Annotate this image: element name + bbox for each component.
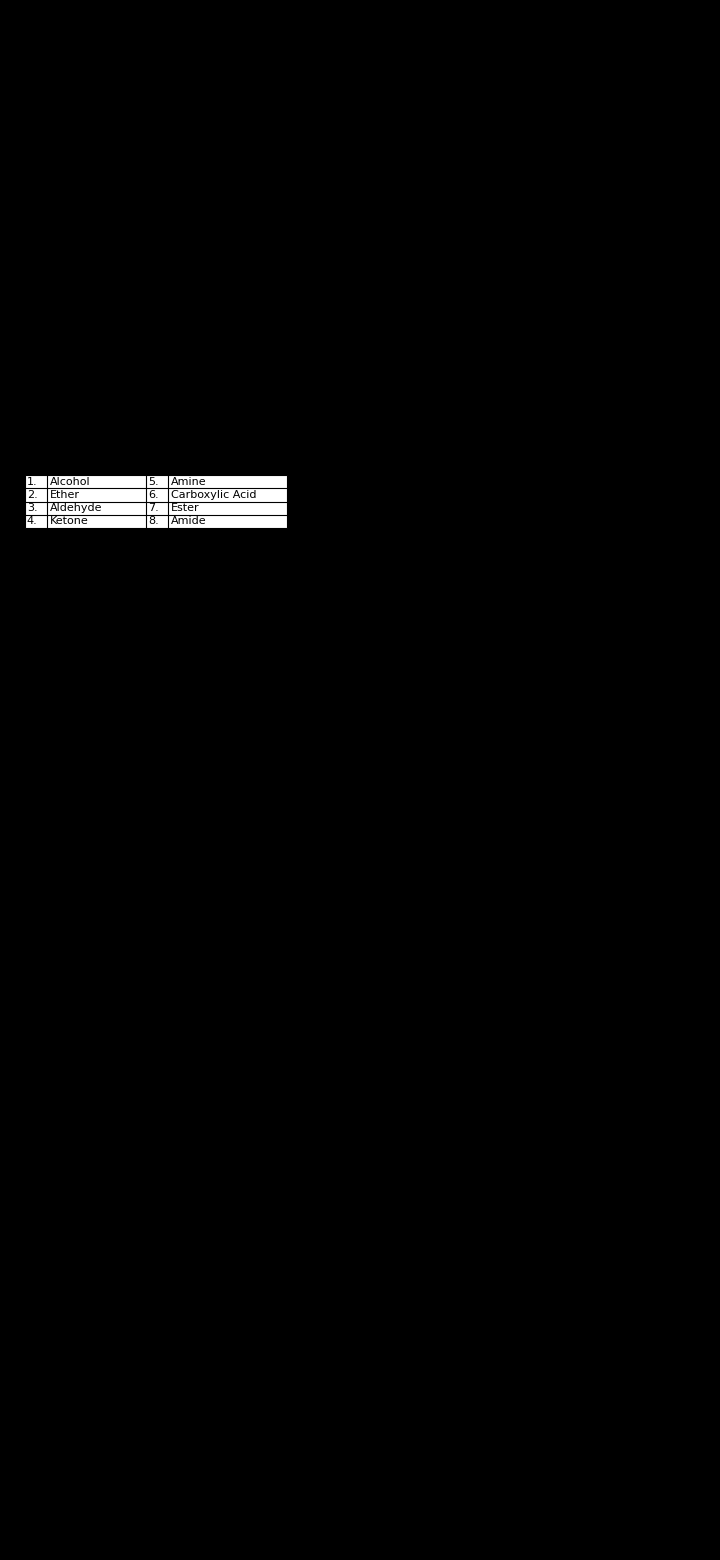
Text: Ether: Ether [50, 490, 80, 499]
Text: H: H [87, 610, 96, 624]
Text: Functional Group #: Functional Group # [541, 802, 642, 813]
Text: 10: 10 [16, 958, 30, 967]
Text: CH₃: CH₃ [158, 1039, 179, 1048]
Text: CH₃: CH₃ [387, 605, 408, 615]
Text: Functional Group #: Functional Group # [78, 802, 179, 813]
Text: R: R [557, 877, 567, 891]
Text: 3.: 3. [27, 504, 37, 513]
Text: 6: 6 [479, 675, 486, 685]
Text: H₃C: H₃C [93, 736, 114, 747]
Text: NH₂: NH₂ [619, 891, 643, 903]
Text: O—CH₃: O—CH₃ [616, 994, 657, 1005]
Text: H: H [620, 746, 629, 757]
Text: Functional Group #: Functional Group # [541, 661, 642, 671]
Text: Aldehyde: Aldehyde [50, 504, 102, 513]
Text: OH: OH [145, 853, 162, 864]
Text: Ketone: Ketone [50, 516, 89, 526]
Text: OH: OH [132, 719, 149, 729]
Text: O: O [77, 566, 87, 579]
Text: H₃C: H₃C [562, 732, 582, 743]
Text: Functional Group #: Functional Group # [310, 1086, 410, 1095]
Text: 5: 5 [247, 675, 254, 685]
Text: N: N [606, 730, 615, 744]
Text: 7: 7 [16, 816, 23, 827]
Text: following functional groups (fill in the number):: following functional groups (fill in the… [21, 460, 300, 474]
Text: H₃C: H₃C [553, 1025, 573, 1034]
Text: Carboxylic Acid: Carboxylic Acid [171, 490, 256, 499]
Text: Amine: Amine [171, 477, 206, 487]
Text: Ester: Ester [171, 504, 199, 513]
Text: 9: 9 [479, 816, 486, 827]
Text: 4.: 4. [27, 516, 37, 526]
Text: Alcohol: Alcohol [50, 477, 90, 487]
Text: CH₃: CH₃ [130, 753, 151, 763]
Text: 1.: 1. [27, 477, 37, 487]
Text: NH: NH [351, 1050, 369, 1059]
Text: O: O [598, 1051, 607, 1064]
Text: H₃C: H₃C [319, 752, 340, 763]
Text: H₃C—O: H₃C—O [332, 867, 373, 878]
Text: Functional Group #: Functional Group # [78, 944, 179, 953]
Text: 1: 1 [16, 534, 23, 544]
Text: 7.: 7. [148, 504, 158, 513]
Text: O: O [567, 601, 577, 615]
Text: 5.: 5. [148, 477, 158, 487]
Text: H₃C: H₃C [524, 588, 545, 599]
Text: 6.: 6. [148, 490, 158, 499]
Text: H: H [620, 718, 629, 727]
Text: O: O [377, 560, 387, 574]
Text: CH₃: CH₃ [403, 872, 424, 881]
Text: O: O [140, 989, 150, 1002]
Text: 2.: 2. [27, 490, 37, 499]
Text: H₃C: H₃C [95, 878, 116, 888]
Text: 3: 3 [479, 534, 486, 544]
Text: Functional Group #: Functional Group # [78, 661, 179, 671]
Text: Functional Group #: Functional Group # [541, 1086, 642, 1095]
Text: Functional Group #: Functional Group # [310, 802, 410, 813]
Text: Let’s Try (Evaluation): Let’s Try (Evaluation) [21, 435, 189, 448]
Text: H₃C: H₃C [319, 716, 340, 725]
Text: Functional Group #: Functional Group # [78, 1086, 179, 1095]
Text: 8: 8 [247, 816, 254, 827]
Text: H₃C: H₃C [289, 599, 310, 608]
Text: 12: 12 [479, 958, 492, 967]
Text: O: O [140, 905, 150, 919]
Text: 4: 4 [16, 675, 23, 685]
Text: 8.: 8. [148, 516, 158, 526]
Text: CH₃: CH₃ [163, 610, 184, 619]
Text: 2: 2 [247, 534, 254, 544]
Text: O: O [382, 732, 392, 746]
Text: 11: 11 [247, 958, 261, 967]
Text: Functional Group #: Functional Group # [310, 661, 410, 671]
Text: Amide: Amide [171, 516, 206, 526]
Text: Functional Group #: Functional Group # [310, 944, 410, 953]
Text: Functional Group #: Functional Group # [541, 944, 642, 953]
Bar [25, 476, 287, 527]
Text: O: O [598, 849, 607, 861]
Text: Match each compound whose Lewis structural formula is given below as one of the: Match each compound whose Lewis structur… [21, 449, 513, 462]
Text: O: O [351, 599, 361, 612]
Text: CH₃: CH₃ [604, 601, 624, 612]
